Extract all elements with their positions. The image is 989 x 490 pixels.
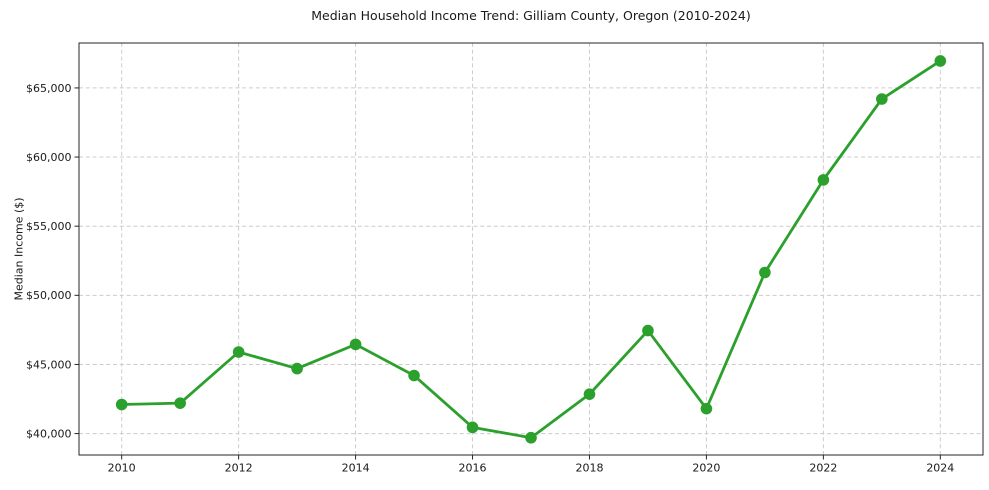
data-point-2013 <box>291 362 303 375</box>
y-tick-label: $50,000 <box>26 289 72 302</box>
data-point-2019 <box>642 324 654 337</box>
y-tick-label: $60,000 <box>26 151 72 164</box>
x-tick-label: 2020 <box>692 462 720 475</box>
data-point-2011 <box>174 397 186 409</box>
y-tick-label: $45,000 <box>26 358 72 371</box>
y-tick-label: $40,000 <box>26 427 72 440</box>
data-point-2022 <box>817 174 830 186</box>
data-point-2023 <box>876 93 888 105</box>
trend-line <box>120 59 942 440</box>
data-point-2010 <box>115 398 128 411</box>
y-tick-label: $55,000 <box>26 220 72 233</box>
x-tick-label: 2010 <box>108 462 136 475</box>
x-tick-label: 2022 <box>809 462 837 475</box>
data-point-2020 <box>700 402 713 415</box>
chart-title: Median Household Income Trend: Gilliam C… <box>311 8 751 23</box>
y-tick-label: $65,000 <box>26 82 72 95</box>
data-point-2016 <box>466 421 479 434</box>
data-point-2021 <box>759 266 771 279</box>
data-point-2014 <box>349 338 362 351</box>
x-tick-label: 2024 <box>926 462 954 475</box>
x-tick-label: 2018 <box>575 462 603 475</box>
data-point-2015 <box>408 369 420 382</box>
x-tick-label: 2012 <box>225 462 253 475</box>
axes-frame <box>78 42 984 456</box>
data-point-2018 <box>583 388 596 400</box>
data-point-2017 <box>525 431 537 444</box>
data-point-2012 <box>232 346 245 358</box>
x-tick-label: 2014 <box>342 462 370 475</box>
x-tick-label: 2016 <box>459 462 487 475</box>
data-point-2024 <box>934 55 947 67</box>
